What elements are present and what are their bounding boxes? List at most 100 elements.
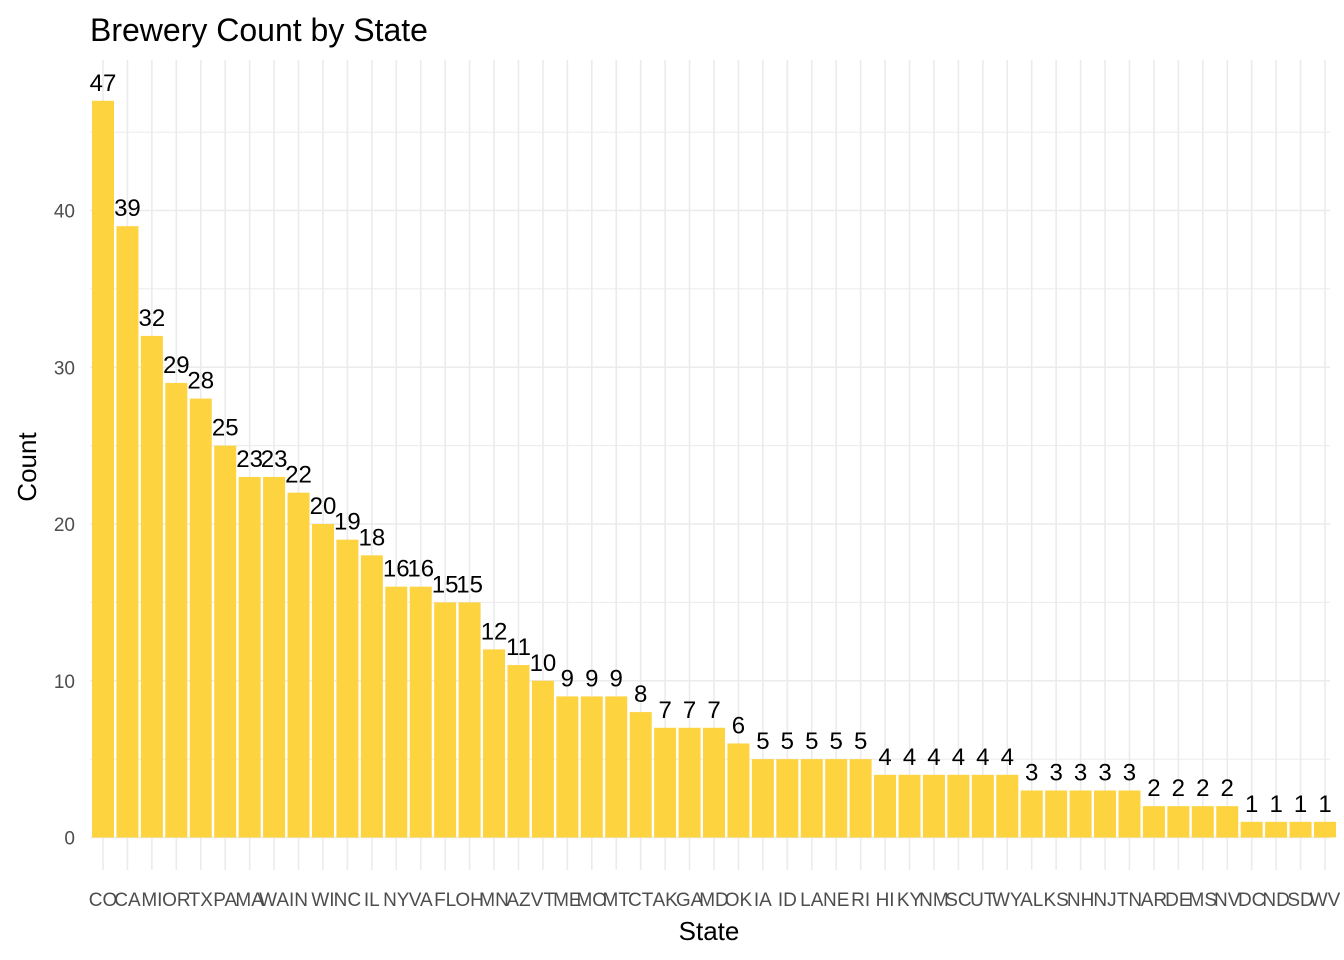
bar-tn (1118, 790, 1141, 838)
y-tick-label: 20 (54, 515, 75, 536)
x-tick-label: SD (1287, 890, 1313, 911)
data-label: 3 (1025, 759, 1038, 786)
bar-ri (849, 759, 872, 838)
data-label: 3 (1049, 759, 1062, 786)
bar-nd (1265, 821, 1288, 838)
data-label: 28 (187, 368, 214, 395)
bar-nm (922, 774, 945, 838)
data-label: 11 (506, 634, 531, 661)
data-label: 9 (585, 665, 598, 692)
x-tick-label: PA (213, 890, 237, 911)
data-label: 1 (1245, 791, 1258, 818)
data-label: 5 (854, 728, 867, 755)
x-tick-label: IN (289, 890, 308, 911)
bar-wv (1314, 821, 1336, 838)
data-label: 5 (781, 728, 794, 755)
x-tick-label: OK (725, 890, 753, 911)
x-tick-label: WA (259, 890, 289, 911)
bar-az (507, 665, 530, 838)
data-label: 2 (1147, 775, 1160, 802)
bar-pa (214, 445, 237, 838)
bar-mt (605, 696, 628, 838)
x-tick-label: MN (479, 890, 509, 911)
data-label: 4 (927, 744, 940, 771)
x-tick-label: NJ (1093, 890, 1116, 911)
x-tick-label: KY (897, 890, 923, 911)
x-tick-label: IA (754, 890, 772, 911)
y-tick-label: 40 (54, 202, 75, 223)
bar-hi (874, 774, 897, 838)
bar-il (360, 555, 383, 838)
data-label: 6 (732, 712, 745, 739)
bar-wy (996, 774, 1019, 838)
data-label: 1 (1294, 791, 1307, 818)
bar-vt (531, 680, 554, 838)
data-label: 3 (1098, 759, 1111, 786)
data-label: 7 (683, 697, 696, 724)
x-tick-label: SC (945, 890, 971, 911)
data-label: 4 (952, 744, 965, 771)
x-tick-label: AK (652, 890, 678, 911)
bar-ny (385, 586, 408, 838)
x-tick-label: MS (1189, 890, 1218, 911)
bar-mn (483, 649, 506, 838)
x-tick-label: WY (992, 890, 1023, 911)
bar-ks (1045, 790, 1068, 838)
x-axis-title: State (679, 916, 740, 946)
x-tick-label: VT (531, 890, 556, 911)
data-label: 19 (334, 509, 361, 536)
x-tick-label: WI (311, 890, 334, 911)
bar-wa (263, 476, 286, 838)
data-label: 4 (878, 744, 891, 771)
x-tick-label: CT (628, 890, 654, 911)
bar-la (800, 759, 823, 838)
data-label: 32 (139, 305, 166, 332)
x-tick-label: CO (89, 890, 118, 911)
x-tick-label: UT (970, 890, 996, 911)
bar-ca (116, 226, 139, 838)
bar-tx (189, 398, 212, 838)
x-tick-label: OH (455, 890, 484, 911)
bar-sd (1289, 821, 1312, 838)
data-label: 3 (1123, 759, 1136, 786)
x-tick-label: OR (162, 890, 191, 911)
x-tick-label: LA (800, 890, 824, 911)
data-label: 20 (310, 493, 337, 520)
y-axis-title: Count (12, 432, 42, 502)
x-tick-label: MO (576, 890, 607, 911)
x-tick-label: ID (778, 890, 797, 911)
data-label: 18 (358, 524, 385, 551)
bar-dc (1240, 821, 1263, 838)
bar-ga (678, 727, 701, 838)
bar-ok (727, 743, 750, 838)
x-tick-label: WV (1310, 890, 1341, 911)
x-tick-label: MA (235, 890, 264, 911)
x-tick-label: NY (383, 890, 410, 911)
x-tick-label: TN (1117, 890, 1142, 911)
bar-md (703, 727, 725, 838)
x-tick-label: NC (334, 890, 361, 911)
data-label: 1 (1318, 791, 1331, 818)
data-label: 5 (756, 728, 769, 755)
data-label: 16 (407, 556, 434, 583)
bar-in (287, 492, 310, 838)
bar-mo (580, 696, 603, 838)
bar-oh (458, 602, 481, 838)
data-label: 10 (530, 650, 557, 677)
bar-or (165, 382, 188, 838)
data-label: 5 (805, 728, 818, 755)
bar-co (92, 100, 114, 838)
data-label: 1 (1269, 791, 1282, 818)
bar-de (1167, 806, 1190, 838)
bar-ma (238, 476, 261, 838)
data-label: 4 (1001, 744, 1014, 771)
bar-ia (751, 759, 774, 838)
data-label: 25 (212, 415, 239, 442)
data-label: 7 (658, 697, 671, 724)
data-label: 15 (432, 571, 459, 598)
x-tick-label: FL (434, 890, 456, 911)
bar-wi (311, 524, 334, 838)
bar-id (776, 759, 799, 838)
